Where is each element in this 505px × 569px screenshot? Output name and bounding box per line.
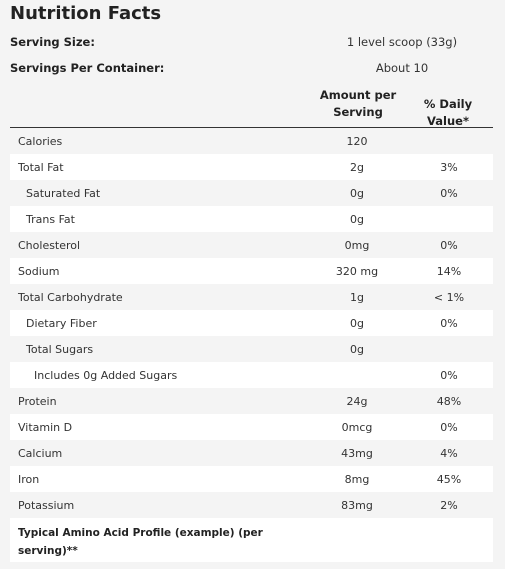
header-divider	[10, 127, 493, 128]
nutrient-row: Total Fat 2g 3%	[10, 154, 493, 180]
serving-size-row: Serving Size: 1 level scoop (33g)	[10, 33, 495, 53]
nutrient-name: Dietary Fiber	[26, 317, 97, 330]
nutrient-row: Protein 24g 48%	[10, 388, 493, 414]
nutrient-amount: 43mg	[341, 447, 373, 460]
nutrient-amount: 83mg	[341, 499, 373, 512]
nutrient-name: Cholesterol	[18, 239, 81, 252]
nutrient-table: Calories 120 Total Fat 2g 3% Saturated Fat 0g 0…	[10, 128, 493, 518]
nutrient-daily-value: 45%	[436, 473, 462, 486]
nutrient-name: Protein	[18, 395, 57, 408]
amino-acid-profile-footer: Typical Amino Acid Profile (example) (pe…	[10, 518, 493, 562]
nutrient-name: Trans Fat	[26, 213, 75, 226]
nutrient-daily-value: 0%	[440, 421, 458, 434]
nutrient-name: Total Sugars	[26, 343, 94, 356]
nutrient-name: Includes 0g Added Sugars	[34, 369, 178, 382]
nutrient-amount: 24g	[346, 395, 368, 408]
amino-acid-profile-label: Typical Amino Acid Profile (example) (pe…	[18, 527, 263, 557]
nutrient-row: Calcium 43mg 4%	[10, 440, 493, 466]
nutrient-row: Total Carbohydrate 1g < 1%	[10, 284, 493, 310]
nutrient-amount: 0g	[350, 187, 364, 200]
nutrient-daily-value: 14%	[436, 265, 462, 278]
nutrient-name: Potassium	[18, 499, 75, 512]
nutrient-row: Sodium 320 mg 14%	[10, 258, 493, 284]
nutrient-amount: 8mg	[344, 473, 370, 486]
nutrient-amount: 0mg	[344, 239, 370, 252]
nutrient-name: Calories	[18, 135, 63, 148]
nutrient-row: Cholesterol 0mg 0%	[10, 232, 493, 258]
servings-per-container-row: Servings Per Container: About 10	[10, 59, 495, 79]
nutrient-amount: 0mcg	[341, 421, 373, 434]
nutrient-daily-value: 48%	[436, 395, 462, 408]
servings-per-container-value: About 10	[375, 61, 429, 75]
nutrient-daily-value: 4%	[440, 447, 458, 460]
nutrient-daily-value: 0%	[440, 239, 458, 252]
daily-value-header: % Daily Value*	[423, 97, 473, 128]
nutrient-row: Includes 0g Added Sugars 0%	[10, 362, 493, 388]
nutrient-row: Potassium 83mg 2%	[10, 492, 493, 518]
nutrient-amount: 0g	[350, 343, 364, 356]
nutrient-row: Dietary Fiber 0g 0%	[10, 310, 493, 336]
nutrient-name: Sodium	[18, 265, 60, 278]
nutrition-facts-title: Nutrition Facts	[10, 3, 162, 24]
nutrient-name: Saturated Fat	[26, 187, 101, 200]
nutrient-amount: 120	[346, 135, 368, 148]
nutrient-name: Calcium	[18, 447, 63, 460]
amount-per-serving-header: Amount per Serving	[319, 88, 397, 119]
nutrient-daily-value: 0%	[440, 187, 458, 200]
nutrient-daily-value: 0%	[440, 369, 458, 382]
nutrient-row: Iron 8mg 45%	[10, 466, 493, 492]
nutrient-name: Iron	[18, 473, 40, 486]
nutrient-daily-value: 2%	[440, 499, 458, 512]
nutrient-row: Calories 120	[10, 128, 493, 154]
serving-size-value: 1 level scoop (33g)	[346, 35, 458, 49]
nutrient-name: Total Carbohydrate	[18, 291, 123, 304]
serving-size-label: Serving Size:	[10, 35, 95, 49]
nutrient-daily-value: < 1%	[433, 291, 465, 304]
nutrient-row: Vitamin D 0mcg 0%	[10, 414, 493, 440]
nutrient-amount: 1g	[350, 291, 364, 304]
nutrient-daily-value: 3%	[440, 161, 458, 174]
servings-per-container-label: Servings Per Container:	[10, 61, 165, 75]
nutrient-amount: 320 mg	[335, 265, 379, 278]
nutrient-row: Total Sugars 0g	[10, 336, 493, 362]
nutrient-daily-value: 0%	[440, 317, 458, 330]
nutrient-row: Trans Fat 0g	[10, 206, 493, 232]
nutrient-amount: 0g	[350, 213, 364, 226]
nutrient-amount: 0g	[350, 317, 364, 330]
nutrient-name: Vitamin D	[18, 421, 73, 434]
nutrient-row: Saturated Fat 0g 0%	[10, 180, 493, 206]
nutrient-name: Total Fat	[18, 161, 64, 174]
nutrient-amount: 2g	[350, 161, 364, 174]
